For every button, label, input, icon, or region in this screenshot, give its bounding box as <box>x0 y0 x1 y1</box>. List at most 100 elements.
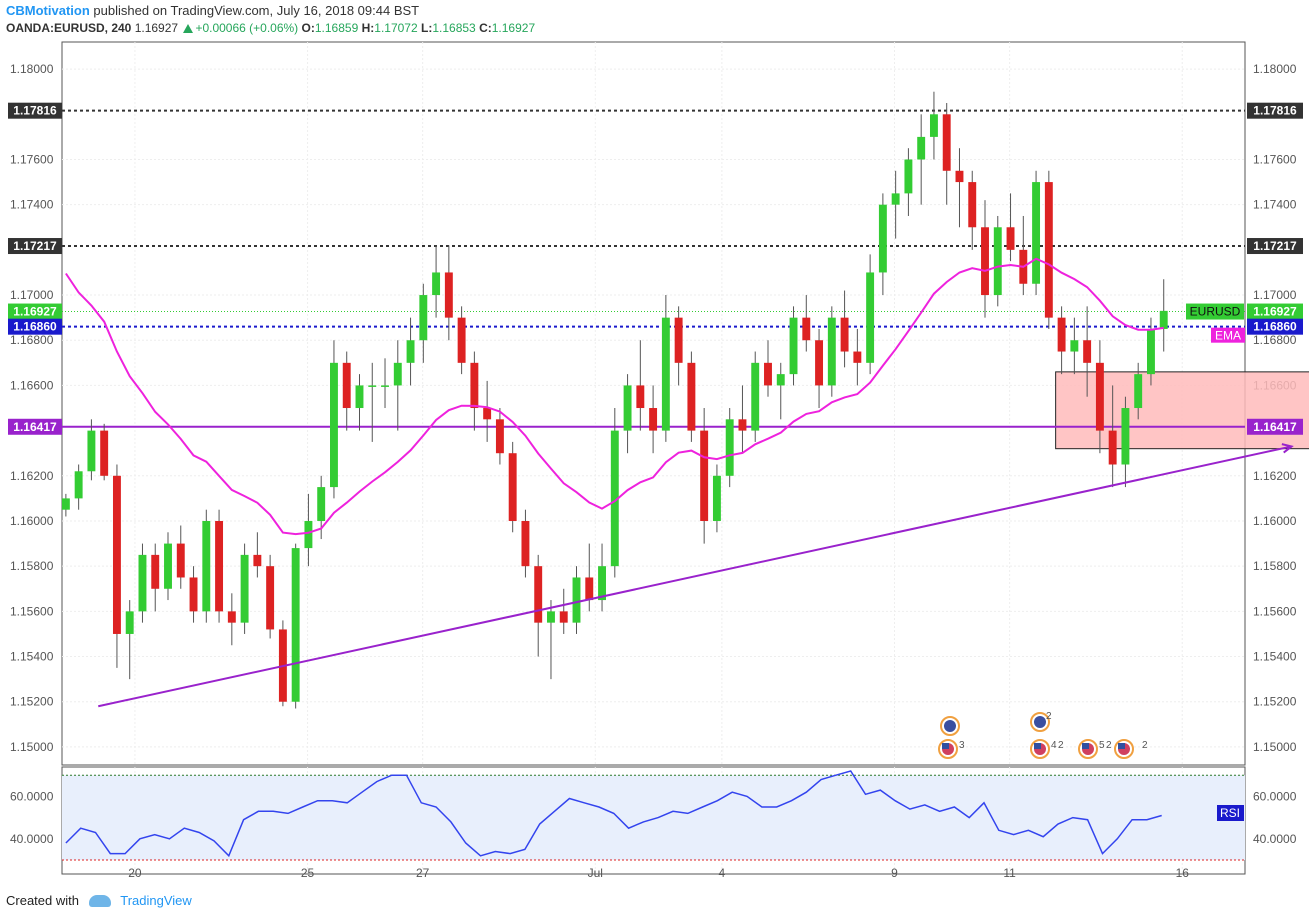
event-count: 2 <box>1106 740 1112 751</box>
y-tick-label-left: 1.18000 <box>10 62 54 76</box>
candle-body <box>955 170 964 183</box>
rsi-line <box>65 770 1162 858</box>
candle-body <box>1083 340 1092 363</box>
level-tag-left-support <box>8 418 62 435</box>
published-text: published on TradingView.com, July 16, 2… <box>93 3 420 18</box>
level-tag-right-resistance-mid <box>1247 238 1303 255</box>
x-tick-label: 16 <box>1176 866 1190 880</box>
y-tick-label-right: 1.15600 <box>1253 604 1297 618</box>
author-link[interactable]: CBMotivation <box>6 3 90 18</box>
candle-body <box>649 408 658 431</box>
ema-tag <box>1211 327 1245 343</box>
candle-body <box>164 543 172 589</box>
publish-info: CBMotivation published on TradingView.co… <box>6 3 419 18</box>
candle-body <box>1044 182 1053 318</box>
candle-body <box>508 453 517 521</box>
y-tick-label-left: 1.16200 <box>10 469 54 483</box>
y-tick-label-right: 1.16800 <box>1253 333 1297 347</box>
candle-body <box>368 385 377 387</box>
candle-body <box>981 227 989 296</box>
candle-body <box>585 577 594 601</box>
y-tick-label-left: 1.16000 <box>10 514 54 528</box>
candle-body <box>1095 362 1104 431</box>
event-count: 2 <box>1058 740 1064 751</box>
candle-body <box>929 114 938 137</box>
tradingview-link[interactable]: TradingView <box>120 893 192 908</box>
candle-body <box>1057 317 1066 352</box>
candle-body <box>559 611 568 623</box>
y-tick-label-right: 1.16200 <box>1253 469 1297 483</box>
level-label-right-blue-level: 1.16860 <box>1253 320 1297 334</box>
event-count: 2 <box>1142 740 1148 751</box>
candle-body <box>457 317 466 363</box>
candle-body <box>789 317 798 375</box>
demand-zone <box>1055 371 1309 450</box>
arrow-up-icon <box>183 24 194 33</box>
candle-body <box>74 471 83 499</box>
candle-body <box>189 577 198 612</box>
y-tick-label-left: 1.15400 <box>10 650 54 664</box>
candle-body <box>1108 430 1117 465</box>
candle-body <box>470 362 479 409</box>
event-flag-canton <box>1082 743 1089 749</box>
rsi-tick-left: 60.0000 <box>10 789 54 803</box>
tradingview-logo-icon <box>88 895 111 907</box>
level-label-right-last-price: 1.16927 <box>1253 305 1297 319</box>
symbol-tag-label: EURUSD <box>1190 305 1241 319</box>
level-label-right-resistance-mid: 1.17217 <box>1253 239 1297 253</box>
candle-body <box>483 408 492 420</box>
candle-body <box>993 227 1002 296</box>
symbol-tag <box>1186 303 1244 320</box>
candle-body <box>1147 328 1155 375</box>
rsi-tick-left: 40.0000 <box>10 832 54 846</box>
candle-body <box>381 385 389 387</box>
candle-body <box>138 554 147 612</box>
rsi-tick-right: 40.0000 <box>1253 832 1297 846</box>
candle-body <box>534 566 543 623</box>
rsi-tick-right: 60.0000 <box>1253 789 1297 803</box>
candle-body <box>253 554 262 567</box>
close-value: 1.16927 <box>491 21 536 35</box>
level-tag-right-blue-level <box>1247 318 1303 335</box>
candle-body <box>764 362 772 386</box>
x-tick-label: Jul <box>588 866 603 880</box>
candle-body <box>942 114 951 171</box>
candle-body <box>853 351 862 363</box>
level-label-left-support: 1.16417 <box>13 420 57 434</box>
level-label-left-last-price: 1.16927 <box>13 305 57 319</box>
candle-body <box>866 272 875 363</box>
candle-body <box>712 475 721 521</box>
candle-body <box>738 419 747 431</box>
candle-body <box>329 362 338 488</box>
candle-body <box>1070 340 1079 352</box>
y-tick-label-right: 1.15400 <box>1253 650 1297 664</box>
candle-body <box>1159 310 1168 329</box>
level-label-left-resistance-mid: 1.17217 <box>13 239 57 253</box>
candle-body <box>917 136 926 160</box>
y-tick-label-right: 1.15200 <box>1253 695 1297 709</box>
candle-body <box>891 193 900 205</box>
y-tick-label-right: 1.17400 <box>1253 198 1297 212</box>
level-label-left-resistance-high: 1.17816 <box>13 104 57 118</box>
y-tick-label-left: 1.15800 <box>10 559 54 573</box>
candle-body <box>176 543 185 578</box>
candle-body <box>636 385 645 409</box>
candle-body <box>1006 227 1015 250</box>
level-tag-left-last-price <box>8 303 62 320</box>
candle-body <box>406 340 415 363</box>
level-tag-right-resistance-high <box>1247 102 1303 119</box>
event-glyph: 5 <box>1099 740 1105 751</box>
candle-body <box>1121 408 1130 465</box>
event-count: 2 <box>1046 711 1052 722</box>
event-eu-fill <box>1034 716 1046 728</box>
symbol-label: OANDA:EURUSD, 240 <box>6 21 132 35</box>
level-tag-right-support <box>1247 418 1303 435</box>
candle-body <box>725 419 734 476</box>
candle-body <box>202 520 211 612</box>
x-tick-label: 25 <box>301 866 315 880</box>
y-tick-label-left: 1.16600 <box>10 378 54 392</box>
open-value: 1.16859 <box>314 21 359 35</box>
candle-body <box>968 182 977 228</box>
candle-body <box>393 362 402 386</box>
